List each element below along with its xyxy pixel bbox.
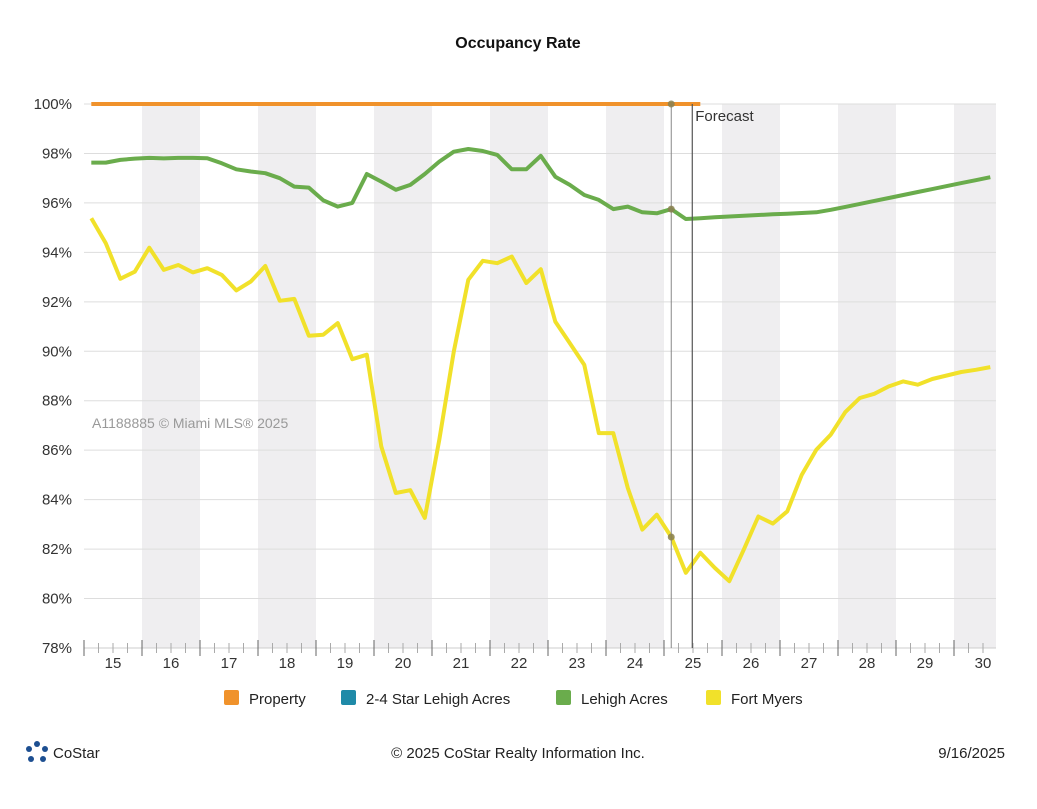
series-lines (89, 102, 991, 584)
x-tick-label: 28 (859, 655, 876, 672)
x-tick-label: 26 (743, 655, 760, 672)
y-tick-label: 80% (42, 591, 72, 608)
x-tick-label: 21 (453, 655, 470, 672)
legend-label: 2-4 Star Lehigh Acres (366, 691, 510, 708)
x-tick-label: 15 (105, 655, 122, 672)
year-band (142, 104, 200, 648)
chart-title: Occupancy Rate (455, 35, 580, 52)
x-tick-label: 16 (163, 655, 180, 672)
forecast-label: Forecast (695, 108, 754, 125)
y-tick-label: 82% (42, 541, 72, 558)
current-point (667, 100, 675, 108)
x-tick-label: 19 (337, 655, 354, 672)
x-tick-label: 20 (395, 655, 412, 672)
y-tick-label: 96% (42, 195, 72, 212)
year-bands (142, 104, 996, 648)
year-band (374, 104, 432, 648)
y-tick-label: 84% (42, 492, 72, 509)
legend-label: Fort Myers (731, 691, 803, 708)
year-band (954, 104, 996, 648)
y-axis-labels: 100% 98% 96% 94% 92% 90% 88% 86% 84% 82% 80% 78% (34, 96, 72, 657)
x-tick-label: 18 (279, 655, 296, 672)
year-band (722, 104, 780, 648)
x-axis: 15 16 17 18 19 20 21 22 23 24 25 26 27 28 29 30 (83, 640, 996, 672)
x-tick-label: 17 (221, 655, 238, 672)
series-line-lehigh-acres (91, 147, 991, 221)
current-point (667, 533, 675, 541)
y-tick-label: 94% (42, 244, 72, 261)
costar-logo-text: CoStar (53, 745, 100, 762)
y-tick-label: 88% (42, 393, 72, 410)
y-tick-label: 86% (42, 442, 72, 459)
x-tick-label: 25 (685, 655, 702, 672)
legend-item[interactable]: 2-4 Star Lehigh Acres (341, 690, 510, 708)
footer: CoStar © 2025 CoStar Realty Information … (26, 741, 1005, 762)
current-point (667, 205, 675, 213)
y-tick-label: 90% (42, 343, 72, 360)
y-tick-label: 100% (34, 96, 72, 113)
legend-swatch (224, 690, 239, 705)
legend-swatch (341, 690, 356, 705)
legend-label: Lehigh Acres (581, 691, 668, 708)
legend-item[interactable]: Lehigh Acres (556, 690, 668, 708)
x-tick-label: 23 (569, 655, 586, 672)
year-band (838, 104, 896, 648)
legend-item[interactable]: Property (224, 690, 306, 708)
legend: Property 2-4 Star Lehigh Acres Lehigh Acre… (224, 690, 803, 708)
year-band (490, 104, 548, 648)
report-date: 9/16/2025 (938, 745, 1005, 762)
y-tick-label: 98% (42, 145, 72, 162)
x-tick-label: 27 (801, 655, 818, 672)
y-tick-label: 78% (42, 640, 72, 657)
series-line-fort-myers (89, 217, 991, 584)
x-tick-label: 22 (511, 655, 528, 672)
x-tick-label: 29 (917, 655, 934, 672)
forecast-markers: Forecast (667, 100, 754, 648)
year-band (606, 104, 664, 648)
year-band (258, 104, 316, 648)
legend-swatch (556, 690, 571, 705)
legend-swatch (706, 690, 721, 705)
costar-logo-icon (26, 741, 48, 762)
x-tick-label: 30 (975, 655, 992, 672)
watermark: A1188885 © Miami MLS® 2025 (92, 415, 288, 431)
y-tick-label: 92% (42, 294, 72, 311)
x-tick-label: 24 (627, 655, 644, 672)
legend-item[interactable]: Fort Myers (706, 690, 803, 708)
copyright: © 2025 CoStar Realty Information Inc. (391, 745, 645, 762)
legend-label: Property (249, 691, 306, 708)
